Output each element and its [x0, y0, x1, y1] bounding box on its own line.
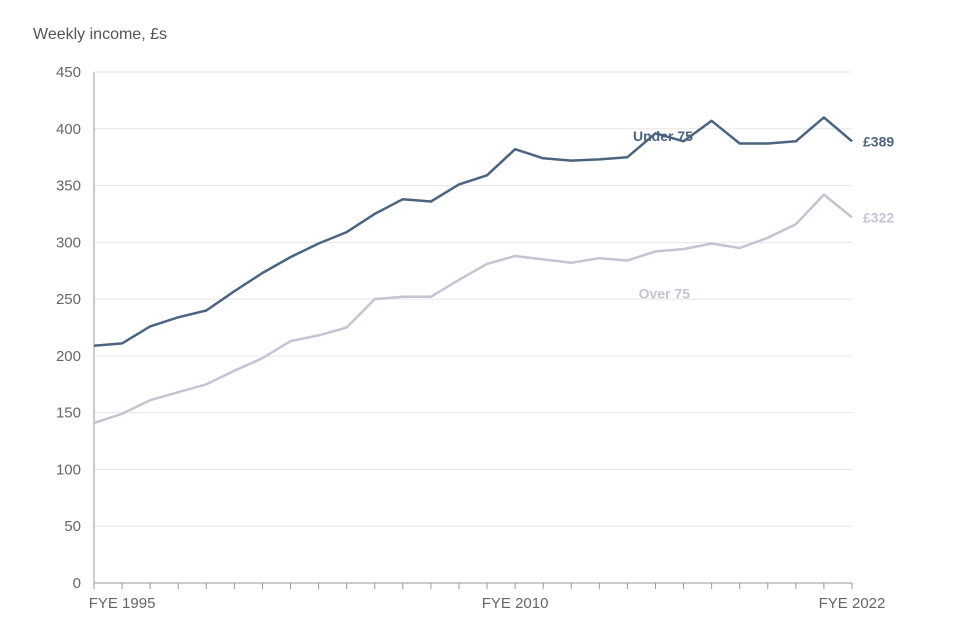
- y-tick-label: 250: [56, 291, 81, 308]
- series-name-label: Over 75: [639, 286, 691, 302]
- y-tick-label: 200: [56, 348, 81, 365]
- x-tick-label: FYE 2022: [819, 595, 886, 612]
- y-tick-label: 300: [56, 234, 81, 251]
- y-tick-label: 400: [56, 121, 81, 138]
- y-tick-label: 0: [73, 575, 81, 592]
- y-tick-labels: 0 50 100 150 200 250 300 350 400 450: [56, 64, 81, 592]
- series-name-label: Under 75: [633, 128, 693, 144]
- y-tick-label: 450: [56, 64, 81, 81]
- series-line-over-75: [93, 193, 853, 425]
- x-tick-label: FYE 1995: [89, 595, 156, 612]
- y-tick-label: 100: [56, 461, 81, 478]
- series-labels: Under 75 £389 Over 75 £322: [633, 128, 894, 301]
- x-tick-marks: [93, 583, 853, 589]
- x-tick-label: FYE 2010: [482, 595, 549, 612]
- gridlines: [94, 71, 852, 527]
- y-tick-label: 350: [56, 178, 81, 195]
- series-end-label: £322: [863, 209, 894, 225]
- series-end-label: £389: [863, 133, 894, 149]
- series-line-under-75: [93, 116, 853, 347]
- y-tick-label: 150: [56, 405, 81, 422]
- x-tick-labels: FYE 1995 FYE 2010 FYE 2022: [89, 595, 886, 612]
- series-lines: [93, 116, 853, 425]
- y-tick-label: 50: [64, 518, 81, 535]
- y-axis-label: Weekly income, £s: [33, 26, 167, 43]
